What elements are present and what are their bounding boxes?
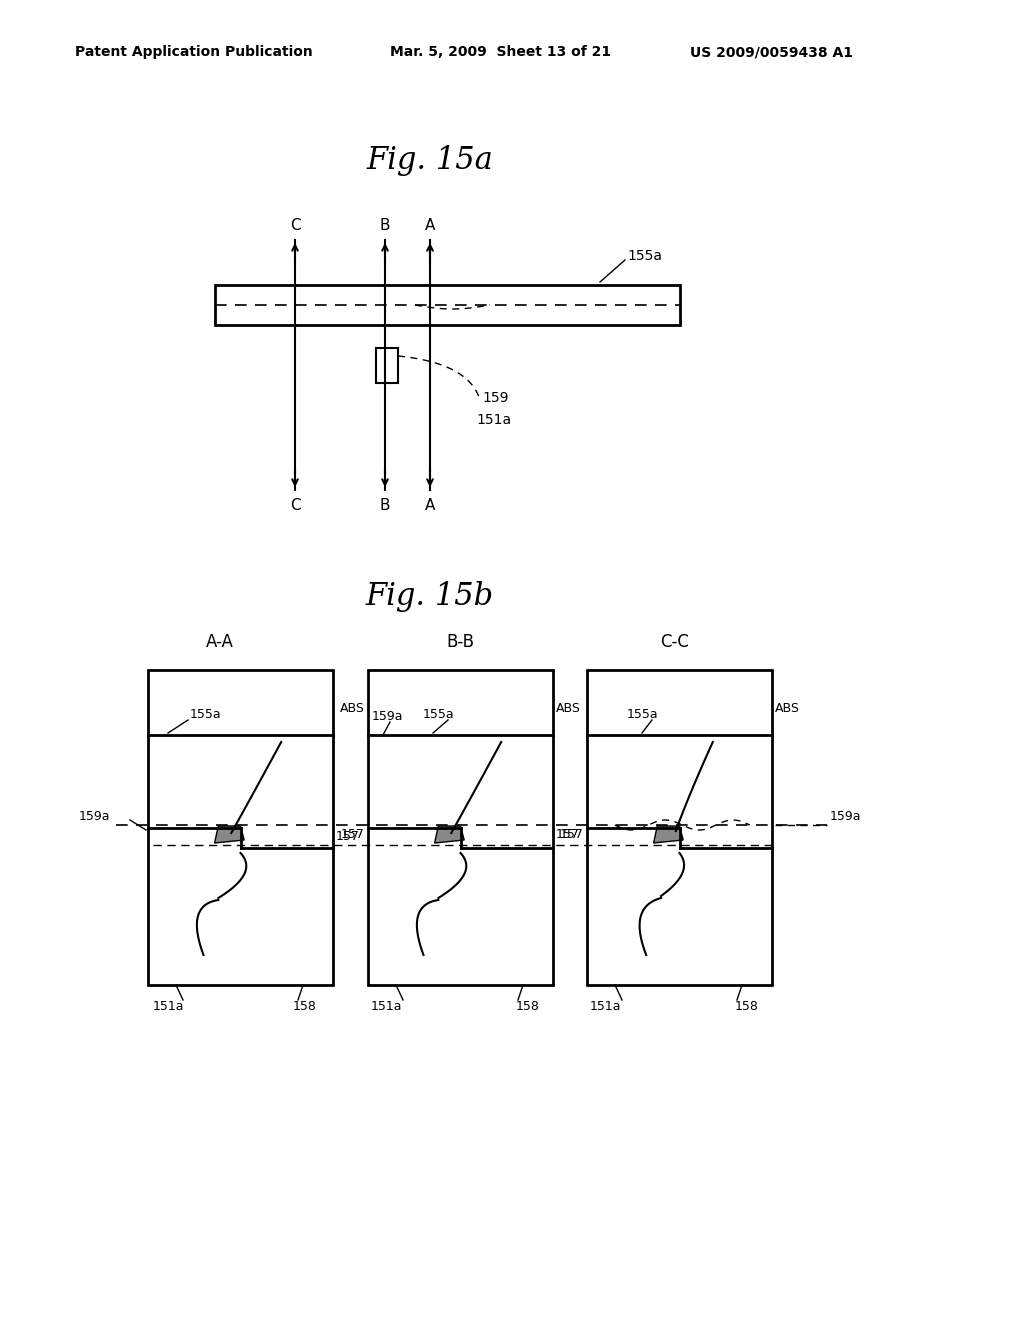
Text: 151a: 151a (589, 1001, 621, 1014)
Text: 151a: 151a (153, 1001, 183, 1014)
Text: 151a: 151a (476, 413, 511, 426)
Text: Fig. 15b: Fig. 15b (366, 582, 494, 612)
Text: Patent Application Publication: Patent Application Publication (75, 45, 312, 59)
Text: A-A: A-A (206, 634, 233, 651)
Text: ABS: ABS (775, 701, 800, 714)
Polygon shape (653, 826, 683, 843)
Text: B-B: B-B (446, 634, 474, 651)
Text: 157: 157 (556, 829, 580, 842)
Text: 155a: 155a (423, 708, 455, 721)
Text: 155a: 155a (627, 249, 662, 263)
Text: 158: 158 (735, 1001, 759, 1014)
Text: 158: 158 (516, 1001, 540, 1014)
Text: ABS: ABS (340, 701, 365, 714)
Text: ABS: ABS (556, 701, 581, 714)
Text: 151a: 151a (371, 1001, 401, 1014)
Text: 155a: 155a (190, 709, 221, 722)
Text: A: A (425, 219, 435, 234)
Text: 157: 157 (560, 829, 584, 842)
Text: C: C (290, 219, 300, 234)
Text: A: A (425, 498, 435, 512)
Text: US 2009/0059438 A1: US 2009/0059438 A1 (690, 45, 853, 59)
Text: 158: 158 (293, 1001, 317, 1014)
Text: 157: 157 (336, 830, 359, 843)
Text: Fig. 15a: Fig. 15a (367, 144, 494, 176)
Text: B: B (380, 498, 390, 512)
Text: Mar. 5, 2009  Sheet 13 of 21: Mar. 5, 2009 Sheet 13 of 21 (390, 45, 611, 59)
Polygon shape (215, 826, 244, 843)
Text: 155a: 155a (627, 708, 658, 721)
Polygon shape (434, 826, 464, 843)
Text: C: C (290, 498, 300, 512)
Text: 159a: 159a (79, 810, 110, 824)
Text: 157: 157 (341, 829, 365, 842)
Text: B: B (380, 219, 390, 234)
Text: 159a: 159a (372, 710, 403, 722)
Text: 159: 159 (482, 391, 509, 405)
Text: C-C: C-C (660, 634, 689, 651)
Text: 159a: 159a (830, 810, 861, 824)
